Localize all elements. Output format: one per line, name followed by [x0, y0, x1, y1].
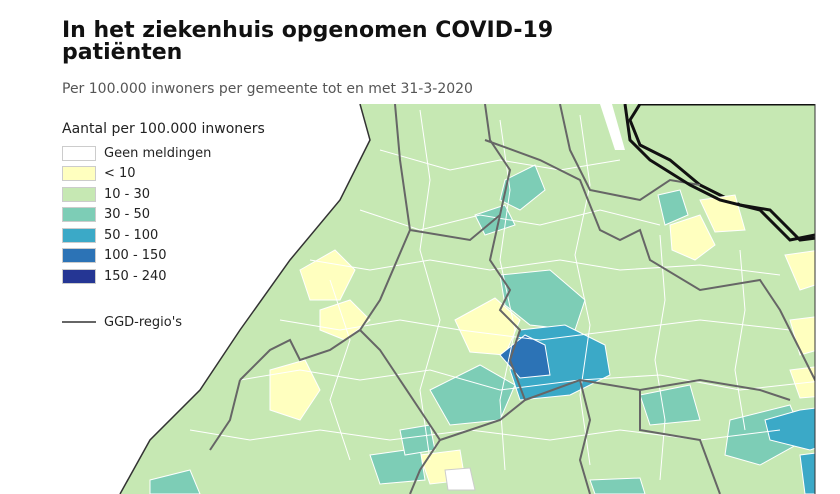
right-margin	[815, 104, 840, 494]
page-title: In het ziekenhuis opgenomen COVID-19 pat…	[62, 18, 554, 65]
page-subtitle: Per 100.000 inwoners per gemeente tot en…	[62, 81, 473, 97]
ggd-borders	[209, 103, 821, 494]
legend-label: Geen meldingen	[104, 145, 212, 161]
legend-item: 100 - 150	[62, 246, 265, 267]
legend-ggd: GGD-regio's	[62, 315, 265, 330]
legend-label: < 10	[104, 166, 136, 182]
province-border	[623, 103, 816, 242]
ggd-label: GGD-regio's	[104, 314, 183, 330]
legend-swatch	[62, 227, 96, 243]
legend-title: Aantal per 100.000 inwoners	[62, 121, 265, 137]
legend-swatch	[62, 207, 96, 223]
legend-swatch	[62, 268, 96, 284]
legend-item: Geen meldingen	[62, 143, 265, 164]
legend-swatch	[62, 186, 96, 202]
coastline	[119, 103, 371, 494]
legend-label: 10 - 30	[104, 186, 151, 202]
legend-items: Geen meldingen < 10 10 - 30 30 - 50 50 - 100…	[62, 143, 265, 287]
legend-item: < 10	[62, 164, 265, 185]
legend: Aantal per 100.000 inwoners Geen melding…	[62, 121, 265, 330]
legend-swatch	[62, 166, 96, 182]
legend-label: 100 - 150	[104, 248, 167, 264]
legend-item: 150 - 240	[62, 266, 265, 287]
top-margin	[0, 0, 840, 104]
legend-swatch	[62, 145, 96, 161]
legend-item: 50 - 100	[62, 225, 265, 246]
legend-label: 50 - 100	[104, 227, 159, 243]
legend-label: 30 - 50	[104, 207, 151, 223]
waterway	[600, 104, 625, 150]
legend-label: 150 - 240	[104, 268, 167, 284]
ggd-line-swatch	[62, 321, 96, 323]
legend-swatch	[62, 248, 96, 264]
no-reports-area	[444, 467, 476, 491]
legend-item: 30 - 50	[62, 205, 265, 226]
legend-item: 10 - 30	[62, 184, 265, 205]
